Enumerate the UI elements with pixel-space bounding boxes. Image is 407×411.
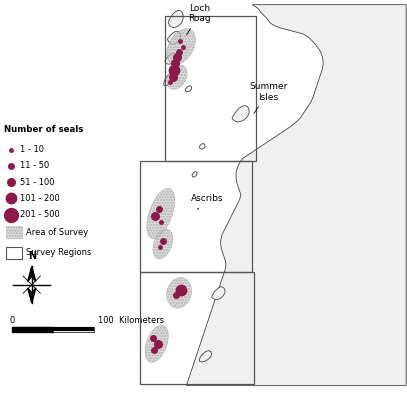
Ellipse shape bbox=[153, 229, 173, 259]
Bar bbox=[140, 272, 254, 384]
Text: 11 - 50: 11 - 50 bbox=[20, 162, 49, 170]
Polygon shape bbox=[164, 74, 173, 85]
Bar bbox=[6, 226, 22, 238]
Polygon shape bbox=[168, 31, 181, 44]
Ellipse shape bbox=[167, 65, 187, 89]
Text: 201 - 500: 201 - 500 bbox=[20, 210, 59, 219]
Text: 101 - 200: 101 - 200 bbox=[20, 194, 59, 203]
Ellipse shape bbox=[145, 325, 168, 363]
Text: 0: 0 bbox=[10, 316, 15, 326]
Polygon shape bbox=[192, 171, 197, 177]
Polygon shape bbox=[186, 5, 406, 386]
Bar bbox=[140, 161, 252, 272]
Polygon shape bbox=[212, 287, 225, 299]
Ellipse shape bbox=[147, 188, 175, 239]
Bar bbox=[165, 16, 256, 161]
Text: Summer
Isles: Summer Isles bbox=[249, 82, 288, 113]
Text: N: N bbox=[28, 251, 36, 261]
Text: 51 - 100: 51 - 100 bbox=[20, 178, 54, 187]
Text: 100  Kilometers: 100 Kilometers bbox=[98, 316, 164, 326]
Polygon shape bbox=[28, 266, 36, 282]
Polygon shape bbox=[28, 288, 36, 303]
Ellipse shape bbox=[166, 277, 192, 308]
Text: Ascribs: Ascribs bbox=[191, 194, 224, 210]
Text: Loch
Roag: Loch Roag bbox=[187, 4, 211, 35]
Polygon shape bbox=[232, 106, 249, 122]
Ellipse shape bbox=[167, 29, 195, 65]
Polygon shape bbox=[199, 143, 205, 149]
Text: Area of Survey: Area of Survey bbox=[26, 228, 89, 237]
Bar bbox=[6, 247, 22, 259]
Text: 1 - 10: 1 - 10 bbox=[20, 145, 44, 154]
Polygon shape bbox=[185, 85, 192, 92]
Polygon shape bbox=[168, 10, 183, 28]
Text: Number of seals: Number of seals bbox=[4, 125, 83, 134]
Polygon shape bbox=[165, 53, 176, 64]
Text: Survey Regions: Survey Regions bbox=[26, 249, 92, 257]
Polygon shape bbox=[199, 351, 212, 362]
